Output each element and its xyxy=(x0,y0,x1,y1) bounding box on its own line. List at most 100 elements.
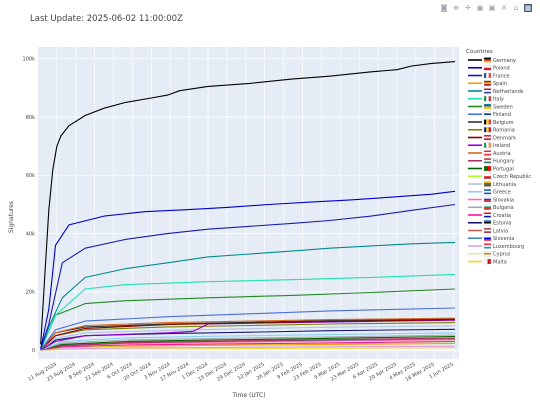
flag-icon-part xyxy=(484,65,491,68)
zoom-icon[interactable]: ⊕ xyxy=(453,4,459,12)
legend-item-slovenia[interactable]: Slovenia xyxy=(468,235,514,242)
legend-item-sweden[interactable]: Sweden xyxy=(468,103,513,110)
flag-icon xyxy=(483,103,492,110)
legend-label: France xyxy=(493,73,510,79)
y-tick-label: 40k xyxy=(26,231,35,237)
legend-item-austria[interactable]: Austria xyxy=(468,150,511,157)
legend-item-spain[interactable]: Spain xyxy=(468,80,507,87)
flag-icon-part xyxy=(484,254,491,257)
legend-label: Denmark xyxy=(493,135,516,141)
series-line-finland xyxy=(40,307,456,351)
home-icon[interactable]: ⌂ xyxy=(513,4,519,12)
series-line-netherlands xyxy=(40,241,456,350)
flag-icon-part xyxy=(484,115,491,117)
legend-item-finland[interactable]: Finland xyxy=(468,111,511,118)
flag-icon xyxy=(483,235,492,241)
flag-icon xyxy=(483,212,492,218)
flag-icon-part xyxy=(484,152,491,154)
flag-icon-part xyxy=(486,127,489,133)
flag-icon-part xyxy=(484,59,491,61)
y-tick-label: 80k xyxy=(26,115,35,121)
flag-icon-part xyxy=(484,221,491,224)
flag-icon-part xyxy=(484,96,487,102)
flag-icon-part xyxy=(486,96,489,102)
flag-icon-part xyxy=(484,135,491,137)
flag-icon xyxy=(483,142,492,148)
legend-item-denmark[interactable]: Denmark xyxy=(468,134,516,141)
legend-label: Austria xyxy=(493,151,511,157)
legend-label: Estonia xyxy=(493,221,511,227)
flag-icon-part xyxy=(484,183,491,185)
series-line-luxembourg xyxy=(40,345,456,351)
flag-icon xyxy=(483,150,492,156)
legend-label: Hungary xyxy=(493,159,514,165)
zoom-out-icon[interactable]: ▣ xyxy=(488,4,496,12)
flag-icon-part xyxy=(484,60,491,63)
x-axis-title: Time (UTC) xyxy=(231,392,265,399)
legend-item-luxembourg[interactable]: Luxembourg xyxy=(468,243,524,250)
legend-item-poland[interactable]: Poland xyxy=(468,65,510,72)
flag-icon xyxy=(483,119,492,125)
legend-item-bulgaria[interactable]: Bulgaria xyxy=(468,204,514,211)
legend-item-lithuania[interactable]: Lithuania xyxy=(468,181,516,188)
zoom-in-icon[interactable]: ▣ xyxy=(476,4,484,12)
series-line-sweden xyxy=(40,288,456,350)
legend-item-germany[interactable]: Germany xyxy=(468,57,516,64)
legend-item-netherlands[interactable]: Netherlands xyxy=(468,88,524,95)
legend-label: Germany xyxy=(493,58,516,64)
flag-icon xyxy=(483,158,492,164)
flag-icon xyxy=(483,220,492,226)
flag-icon-part xyxy=(484,208,491,210)
series-line-austria xyxy=(40,317,456,351)
flag-icon-part xyxy=(484,80,491,83)
flag-icon-part xyxy=(484,88,491,91)
legend-item-slovakia[interactable]: Slovakia xyxy=(468,196,514,203)
series-line-italy xyxy=(40,273,456,350)
legend-item-france[interactable]: France xyxy=(468,72,510,79)
pan-icon[interactable]: ✛ xyxy=(465,4,471,12)
legend-label: Belgium xyxy=(493,120,514,126)
flag-icon-part xyxy=(487,259,491,264)
series-line-estonia xyxy=(40,328,456,351)
series-line-croatia xyxy=(40,340,456,351)
flag-icon-part xyxy=(484,239,491,241)
legend-item-hungary[interactable]: Hungary xyxy=(468,158,514,165)
legend-item-greece[interactable]: Greece xyxy=(468,189,511,196)
flag-icon-part xyxy=(484,223,491,226)
flag-icon-part xyxy=(484,84,491,86)
y-tick-label: 0 xyxy=(32,348,35,354)
flag-icon xyxy=(483,243,492,249)
flag-icon-part xyxy=(484,220,491,222)
legend-label: Lithuania xyxy=(493,182,516,188)
legend-item-italy[interactable]: Italy xyxy=(468,96,504,103)
legend-item-latvia[interactable]: Latvia xyxy=(468,227,508,234)
legend-item-romania[interactable]: Romania xyxy=(468,127,515,134)
flag-icon-part xyxy=(484,189,491,191)
plot-area xyxy=(38,47,459,359)
flag-icon-part xyxy=(484,106,491,109)
flag-icon-part xyxy=(484,91,491,94)
legend-label: Portugal xyxy=(493,166,514,172)
y-tick-label: 60k xyxy=(26,173,35,179)
flag-icon xyxy=(483,80,492,86)
legend-label: Greece xyxy=(493,190,511,196)
series-line-lithuania xyxy=(40,325,456,351)
y-tick-label: 100k xyxy=(23,56,36,62)
legend-item-belgium[interactable]: Belgium xyxy=(468,119,514,126)
flag-icon-part xyxy=(484,158,491,160)
legend-item-portugal[interactable]: Portugal xyxy=(468,165,514,172)
legend-label: Luxembourg xyxy=(493,244,524,250)
flag-icon-part xyxy=(484,246,491,249)
legend-item-estonia[interactable]: Estonia xyxy=(468,220,511,227)
camera-icon[interactable]: ◙ xyxy=(440,4,448,12)
legend-item-ireland[interactable]: Ireland xyxy=(468,142,510,149)
legend-item-malta[interactable]: Malta xyxy=(468,258,507,265)
plotly-logo-icon[interactable]: ▦ xyxy=(524,4,532,12)
autoscale-icon[interactable]: ✕ xyxy=(501,4,507,12)
legend-item-croatia[interactable]: Croatia xyxy=(468,212,511,219)
series-line-france xyxy=(40,203,456,349)
flag-icon xyxy=(483,173,492,179)
legend-item-cyprus[interactable]: Cyprus xyxy=(468,251,511,258)
legend-item-czech-republic[interactable]: Czech Republic xyxy=(468,173,531,180)
